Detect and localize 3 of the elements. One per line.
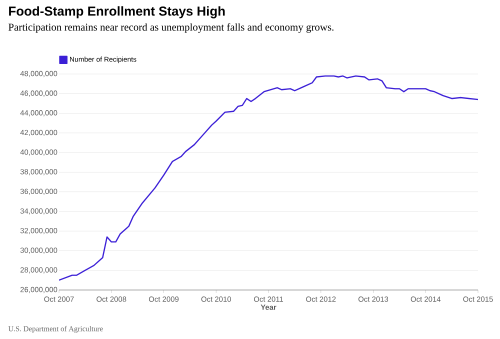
line-series <box>59 75 478 281</box>
chart-subtitle: Participation remains near record as unemployment falls and economy grows. <box>8 23 334 33</box>
chart-title: Food-Stamp Enrollment Stays High <box>9 6 225 18</box>
